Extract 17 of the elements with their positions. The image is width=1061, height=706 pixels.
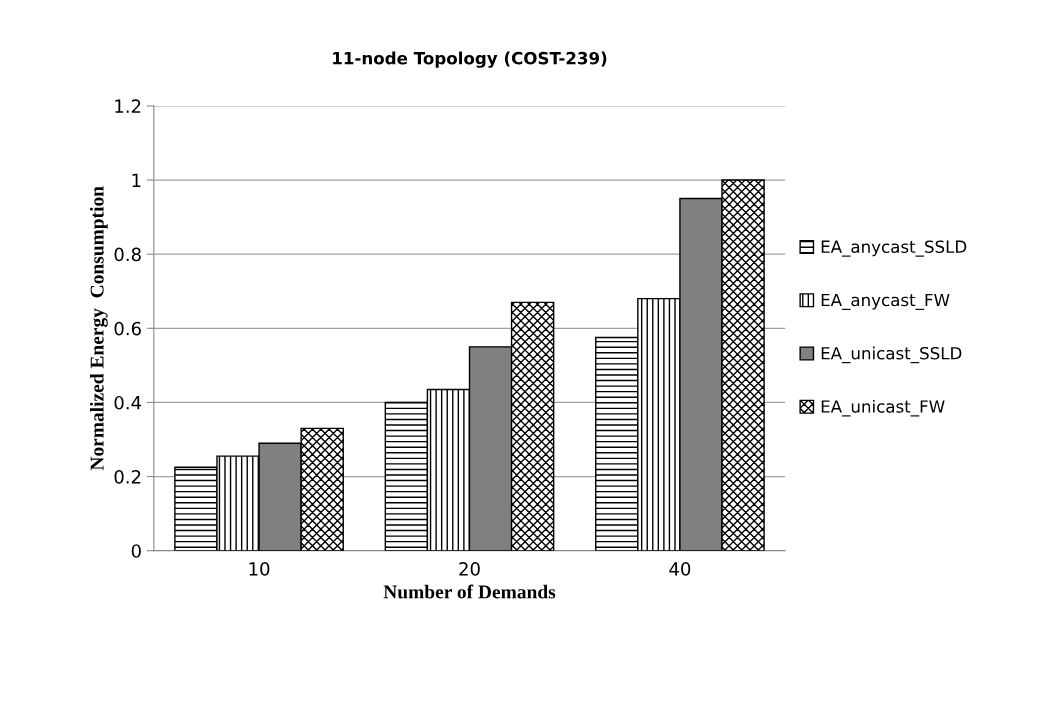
x-tick-label: 20 [459,562,480,576]
y-tick-label: 0.8 [114,247,141,262]
y-tick-label: 0.6 [114,321,141,336]
legend-label: EA_anycast_SSLD [821,240,967,257]
chart-title: 11-node Topology (COST-239) [333,51,607,68]
y-tick-label: 0.4 [114,395,142,410]
x-axis-title: Number of Demands [383,584,556,599]
y-axis-title: Normalized Energy Consumption [89,186,108,471]
x-tick-label: 10 [249,562,270,576]
legend-label: EA_unicast_FW [821,399,945,417]
y-tick-label: 1.2 [115,99,141,113]
y-tick-label: 1 [132,173,141,187]
x-tick-label: 40 [669,562,691,576]
y-tick-label: 0.2 [114,470,141,484]
legend-label: EA_unicast_SSLD [821,346,962,364]
legend-label: EA_anycast_FW [821,293,950,310]
y-tick-label: 0 [131,544,141,558]
